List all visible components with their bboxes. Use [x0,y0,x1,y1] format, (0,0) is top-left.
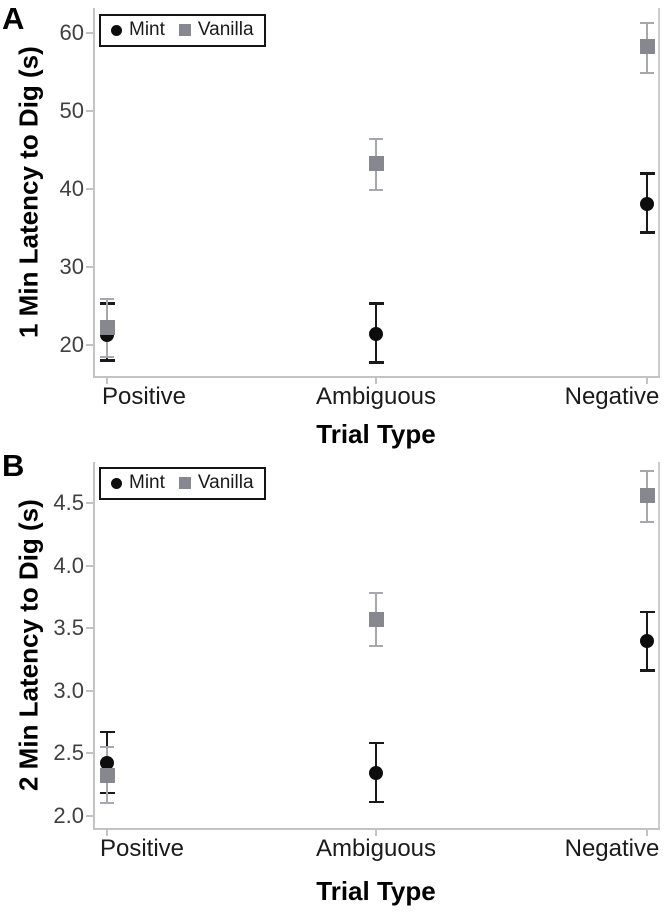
panel-b-error-bar-mint-ambiguous-bottom-cap [368,800,384,804]
panel-b-marker-vanilla-ambiguous [368,611,384,627]
panel-a-y-tick-mark [86,265,93,268]
panel-a-y-tick-mark [86,109,93,112]
panel-b-y-tick-mark [86,689,93,692]
panel-a-error-bar-vanilla-positive-bottom-cap [100,355,114,358]
panel-a-marker-vanilla-negative [639,39,655,55]
panel-a-letter: A [2,1,25,36]
panel-b-marker-vanilla-negative [639,488,655,504]
panel-a-error-bar-mint-ambiguous-bottom-cap [368,361,384,364]
panel-b-right-frame-line [658,462,660,828]
panel-a-error-bar-mint-negative-top-cap [639,172,655,175]
panel-a-marker-mint-ambiguous [369,326,383,341]
panel-a-legend-label-mint: Mint [129,19,165,40]
panel-b-y-tick-mark [86,814,93,817]
panel-a-plot-area: Mint Vanilla 20 30 40 50 60 Positive Ambiguous N… [60,8,660,410]
panel-a-marker-vanilla-positive [99,320,115,336]
panel-b-y-tick-label: 2.0 [53,802,84,828]
panel-a-legend: Mint Vanilla [99,14,266,47]
panel-a-category-label-negative: Negative [564,383,660,410]
panel-b-category-label-positive: Positive [99,835,185,862]
legend-square-icon [178,24,191,36]
legend-circle-icon [111,477,122,489]
panel-b-legend: Mint Vanilla [99,467,266,500]
panel-b-category-label-ambiguous: Ambiguous [315,835,437,862]
panel-b-x-tick-mark [106,830,108,836]
panel-b-y-axis-title: 2 Min Latency to Dig (s) [13,499,44,791]
panel-b-error-bar-mint-positive-top-cap [99,730,115,734]
panel-a-error-bar-vanilla-positive-top-cap [100,297,114,300]
panel-b-x-tick-mark [646,830,648,836]
panel-a-error-bar-mint-ambiguous-top-cap [368,302,384,305]
panel-a-x-axis-title: Trial Type [316,419,436,449]
panel-b-y-tick-mark [86,502,93,505]
panel-a-error-bar-vanilla-ambiguous-bottom-cap [369,188,383,191]
panel-a-legend-item-vanilla: Vanilla [178,19,254,41]
legend-circle-icon [111,24,122,36]
panel-b-y-tick-label: 3.0 [53,677,84,703]
panel-a-y-tick-label: 30 [59,253,84,279]
panel-b-letter: B [2,448,25,483]
panel-b-y-axis-line [93,462,95,828]
panel-b-marker-mint-ambiguous [369,766,383,781]
panel-b-error-bar-vanilla-ambiguous-top-cap [369,592,383,595]
panel-b-x-axis-line [93,828,660,830]
panel-b-plot-area: Mint Vanilla 2.0 2.5 3.0 3.5 4.0 4.5 Positive Am… [53,462,660,862]
panel-b-marker-vanilla-positive [99,768,115,784]
panel-a-y-tick-mark [86,187,93,190]
panel-a-x-tick-mark [106,378,108,384]
panel-a-y-tick-mark [86,343,93,346]
panel-a-category-label-positive: Positive [101,383,187,410]
panel-b-error-bar-mint-negative-bottom-cap [639,669,655,672]
panel-b-error-bar-mint-ambiguous-top-cap [368,741,384,745]
legend-square-icon [178,477,191,489]
panel-a-right-frame-line [658,8,660,376]
panel-a-y-tick-label: 50 [59,97,84,123]
panel-a-legend-label-vanilla: Vanilla [197,19,254,40]
panel-a-x-axis-line [93,376,660,378]
panel-b-category-label-negative: Negative [564,835,660,862]
panel-a-y-tick-label: 20 [59,331,84,357]
panel-b-y-tick-label: 4.5 [53,490,84,516]
panel-b-y-tick-label: 4.0 [53,552,84,578]
panel-b-marker-mint-negative [640,633,654,648]
panel-a-marker-mint-negative [640,196,654,211]
panel-a-marker-vanilla-ambiguous [368,155,384,171]
panel-b-marker-mint-positive [100,756,114,771]
panel-a-category-label-ambiguous: Ambiguous [315,383,437,410]
panel-b-y-tick-mark [86,564,93,567]
panel-b-legend-item-mint: Mint [111,472,165,494]
panel-a-error-bar-vanilla-negative-bottom-cap [640,71,654,74]
panel-b-y-tick-label: 3.5 [53,615,84,641]
panel-b-error-bar-vanilla-positive-top-cap [100,745,114,748]
panel-a-legend-item-mint: Mint [111,19,165,41]
panel-a-error-bar-mint-negative-bottom-cap [639,231,655,234]
panel-b-error-bar-mint-negative-top-cap [639,610,655,614]
panel-b-x-axis-title: Trial Type [316,876,436,906]
panel-a-y-axis-line [93,8,95,376]
panel-b-y-tick-label: 2.5 [53,740,84,766]
panel-b-error-bar-vanilla-ambiguous-bottom-cap [369,644,383,647]
panel-b-error-bar-vanilla-negative-top-cap [640,469,654,472]
panel-b-y-tick-mark [86,627,93,630]
panel-a-y-tick-label: 60 [59,19,84,45]
panel-b-legend-label-mint: Mint [129,472,165,493]
panel-b-y-tick-mark [86,752,93,755]
panel-a-error-bar-mint-positive-bottom-cap [99,359,115,362]
panel-b-error-bar-vanilla-positive-bottom-cap [100,802,114,805]
panel-a-error-bar-vanilla-negative-top-cap [640,21,654,24]
panel-b-x-tick-mark [375,830,377,836]
panel-a-y-tick-label: 40 [59,175,84,201]
panel-a-y-tick-mark [86,31,93,34]
panel-a-x-tick-mark [646,378,648,384]
panel-b-legend-item-vanilla: Vanilla [178,472,254,494]
panel-b-legend-label-vanilla: Vanilla [197,472,254,493]
panel-a-x-tick-mark [375,378,377,384]
panel-a-error-bar-vanilla-ambiguous-top-cap [369,137,383,140]
panel-b-error-bar-vanilla-negative-bottom-cap [640,520,654,523]
